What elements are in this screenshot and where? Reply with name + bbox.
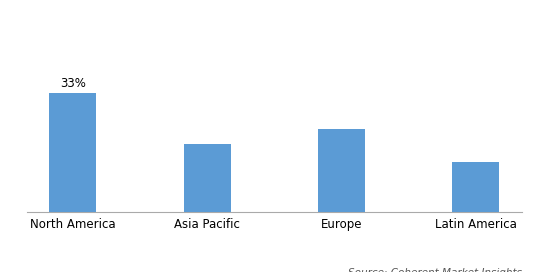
Bar: [183, 144, 231, 212]
Text: Source: Coherent Market Insights: Source: Coherent Market Insights: [348, 268, 522, 272]
Bar: [452, 162, 499, 212]
Text: 33%: 33%: [60, 77, 86, 90]
Bar: [318, 129, 365, 212]
Bar: [49, 93, 96, 212]
